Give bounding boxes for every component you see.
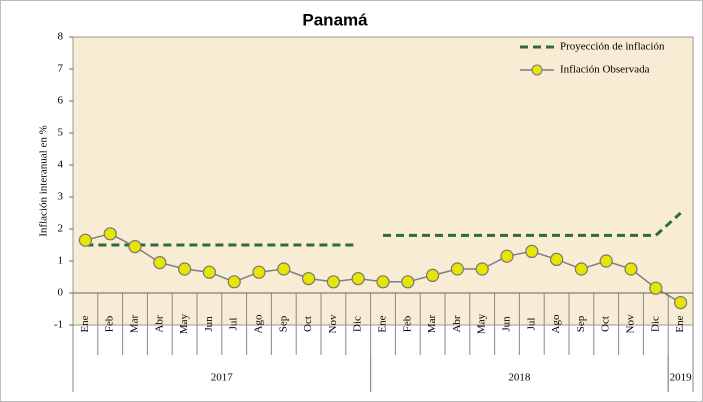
data-point bbox=[252, 265, 266, 279]
y-tick-label: -1 bbox=[54, 319, 63, 331]
x-tick-label: Ene bbox=[674, 315, 686, 332]
x-tick-label: Abr bbox=[451, 315, 463, 332]
x-tick-label: May bbox=[178, 313, 190, 334]
data-point bbox=[277, 262, 291, 276]
x-tick-label: Sep bbox=[277, 315, 289, 332]
x-tick-label: Dic bbox=[352, 316, 364, 332]
y-tick-label: 5 bbox=[58, 127, 64, 139]
y-tick-label: 6 bbox=[58, 95, 64, 107]
data-point bbox=[376, 275, 390, 289]
x-tick-label: Mar bbox=[426, 315, 438, 334]
data-point bbox=[401, 275, 415, 289]
data-point bbox=[178, 262, 192, 276]
x-tick-label: May bbox=[476, 313, 488, 334]
data-point bbox=[475, 262, 489, 276]
series-line bbox=[383, 211, 682, 237]
y-tick-label: 1 bbox=[58, 255, 64, 267]
x-tick-label: Oct bbox=[600, 316, 612, 332]
y-tick-label: 8 bbox=[58, 31, 64, 43]
x-tick-label: Ene bbox=[79, 315, 91, 332]
x-tick-label: Mar bbox=[129, 315, 141, 334]
x-tick-label: Jun bbox=[501, 316, 513, 332]
data-point bbox=[574, 262, 589, 276]
data-point bbox=[673, 296, 688, 310]
data-point bbox=[302, 272, 316, 286]
x-tick-label: Jul bbox=[228, 318, 240, 331]
x-tick-label: Oct bbox=[302, 316, 314, 332]
y-axis-label: Inflación interanual en % bbox=[38, 125, 50, 236]
data-point bbox=[78, 233, 93, 247]
data-point bbox=[525, 244, 539, 258]
x-tick-label: Abr bbox=[153, 315, 165, 332]
group-label: 2019 bbox=[670, 372, 693, 384]
x-tick-label: Nov bbox=[327, 314, 339, 333]
x-tick-label: Feb bbox=[104, 315, 116, 332]
x-tick-label: Ene bbox=[377, 315, 389, 332]
x-tick-label: Nov bbox=[625, 314, 637, 333]
data-point bbox=[649, 281, 663, 295]
data-point bbox=[103, 227, 117, 241]
data-point bbox=[128, 240, 142, 254]
data-point bbox=[450, 262, 464, 276]
group-label: 2017 bbox=[211, 372, 234, 384]
data-point bbox=[426, 268, 440, 282]
y-tick-label: 3 bbox=[58, 191, 64, 203]
chart-title: Panamá bbox=[302, 10, 368, 29]
data-point bbox=[227, 275, 241, 289]
data-point bbox=[202, 265, 216, 279]
data-point bbox=[599, 254, 613, 268]
legend-label: Inflación Observada bbox=[560, 64, 650, 76]
legend-label: Proyección de inflación bbox=[560, 41, 665, 53]
x-tick-label: Feb bbox=[401, 315, 413, 332]
x-tick-label: Sep bbox=[575, 315, 587, 332]
y-tick-label: 2 bbox=[58, 223, 64, 235]
data-point bbox=[326, 275, 340, 289]
x-tick-label: Ago bbox=[253, 314, 265, 333]
data-point bbox=[500, 249, 514, 263]
data-point bbox=[153, 256, 167, 270]
x-tick-label: Ago bbox=[550, 314, 562, 333]
group-label: 2018 bbox=[508, 372, 531, 384]
y-tick-label: 4 bbox=[58, 159, 64, 171]
y-tick-label: 7 bbox=[58, 63, 64, 75]
x-tick-label: Jul bbox=[525, 318, 537, 331]
data-point bbox=[624, 262, 638, 276]
legend-marker bbox=[531, 64, 543, 76]
x-tick-label: Dic bbox=[649, 316, 661, 332]
y-tick-label: 0 bbox=[58, 287, 64, 299]
data-point bbox=[549, 252, 564, 266]
data-point bbox=[351, 272, 365, 286]
x-tick-label: Jun bbox=[203, 316, 215, 332]
